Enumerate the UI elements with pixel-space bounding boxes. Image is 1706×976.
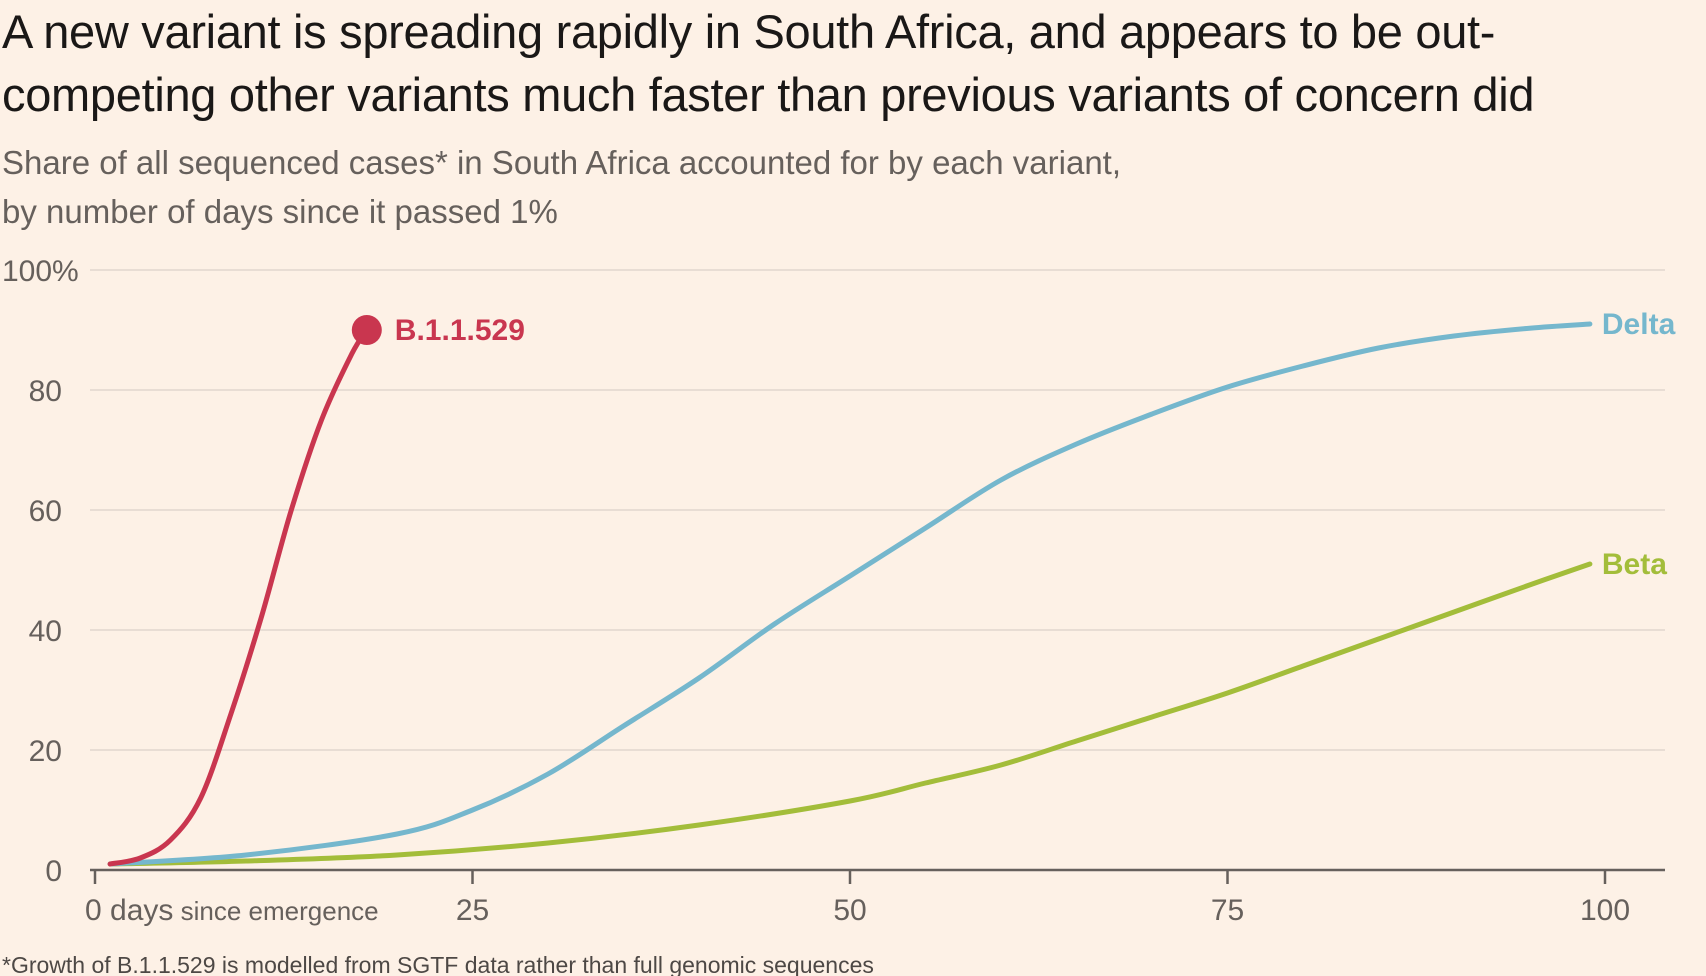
y-tick-label: 100% (2, 255, 79, 288)
y-tick-label: 20 (29, 735, 62, 768)
x-tick-label: 25 (456, 894, 489, 927)
y-tick-label: 0 (45, 855, 62, 888)
x-axis-suffix: since emergence (173, 896, 378, 926)
y-tick-label: 60 (29, 495, 62, 528)
chart-title: A new variant is spreading rapidly in So… (2, 5, 1535, 121)
chart-subtitle: Share of all sequenced cases* in South A… (2, 138, 1402, 236)
x-tick-label: 100 (1580, 894, 1630, 927)
series-line-delta (107, 321, 1593, 867)
label-layer: 0 20 40 60 80 100% 0 days since emergence 25 50 7… (2, 255, 1676, 927)
y-tick-label: 40 (29, 615, 62, 648)
series-layer (107, 315, 1593, 867)
subtitle-line-1: Share of all sequenced cases* in South A… (2, 144, 1122, 181)
series-label-beta: Beta (1602, 548, 1667, 581)
series-label-b-1-1-529: B.1.1.529 (395, 314, 525, 347)
axis-layer (90, 868, 1665, 884)
series-line-b-1-1-529 (107, 327, 370, 867)
x-tick-label: 0 days since emergence (85, 894, 379, 927)
series-label-delta: Delta (1602, 308, 1676, 341)
y-tick-label: 80 (29, 375, 62, 408)
footnote: *Growth of B.1.1.529 is modelled from SG… (2, 952, 874, 976)
series-line-beta (107, 561, 1593, 867)
x-tick-label: 75 (1211, 894, 1244, 927)
end-marker-b-1-1-529 (351, 315, 382, 345)
x-tick-label: 50 (833, 894, 866, 927)
subtitle-line-2: by number of days since it passed 1% (2, 193, 558, 230)
